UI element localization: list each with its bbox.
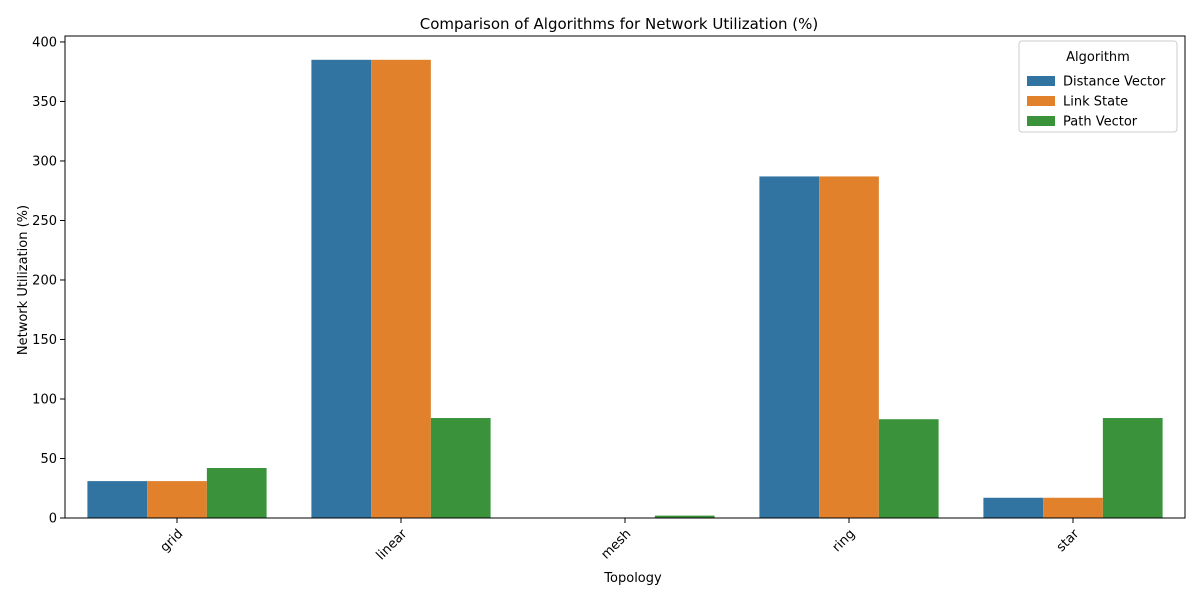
legend-title: Algorithm	[1066, 50, 1130, 65]
bar-link-state-ring	[819, 176, 879, 518]
bar-path-vector-grid	[206, 468, 267, 518]
y-tick-label: 200	[32, 273, 57, 288]
y-tick-label: 300	[32, 154, 57, 169]
y-axis: 0 50 100 150 200 250 300 350 400	[32, 35, 65, 527]
x-axis: grid linear mesh ring star	[158, 518, 1083, 563]
legend-box	[1018, 40, 1178, 133]
bar-link-state-grid	[147, 481, 207, 518]
bar-distance-vector-linear	[311, 59, 372, 519]
bar-link-state-linear	[371, 59, 431, 519]
x-tick-label: ring	[830, 527, 859, 556]
x-tick-label: star	[1054, 526, 1083, 555]
x-axis-label: Topology	[603, 571, 662, 586]
legend-swatch	[1027, 116, 1055, 126]
plot-frame	[64, 35, 1186, 519]
legend-entry-label: Distance Vector	[1063, 75, 1166, 90]
bar-path-vector-linear	[430, 418, 491, 518]
legend: Algorithm Distance Vector Link State Path …	[1018, 40, 1178, 133]
y-tick-label: 250	[32, 214, 57, 229]
bar-distance-vector-star	[983, 497, 1044, 518]
legend-swatch	[1027, 96, 1055, 106]
y-tick-label: 0	[49, 512, 57, 527]
legend-entry-label: Link State	[1063, 95, 1128, 110]
x-tick-label: mesh	[598, 527, 634, 563]
bar-distance-vector-grid	[87, 481, 148, 518]
bar-link-state-star	[1043, 497, 1103, 518]
y-tick-label: 350	[32, 95, 57, 110]
y-tick-label: 400	[32, 35, 57, 50]
bar-path-vector-ring	[878, 419, 939, 518]
legend-entry-label: Path Vector	[1063, 115, 1138, 130]
bar-path-vector-star	[1102, 418, 1163, 518]
y-tick-label: 100	[32, 392, 57, 407]
bar-distance-vector-ring	[759, 176, 820, 518]
y-tick-label: 50	[40, 452, 57, 467]
x-tick-label: grid	[158, 527, 187, 556]
legend-swatch	[1027, 76, 1055, 86]
y-axis-label: Network Utilization (%)	[16, 205, 31, 355]
plot-area	[64, 35, 1186, 519]
x-tick-label: linear	[374, 526, 411, 563]
y-tick-label: 150	[32, 333, 57, 348]
chart-title: Comparison of Algorithms for Network Uti…	[420, 15, 819, 33]
bar-path-vector-mesh	[654, 515, 715, 518]
